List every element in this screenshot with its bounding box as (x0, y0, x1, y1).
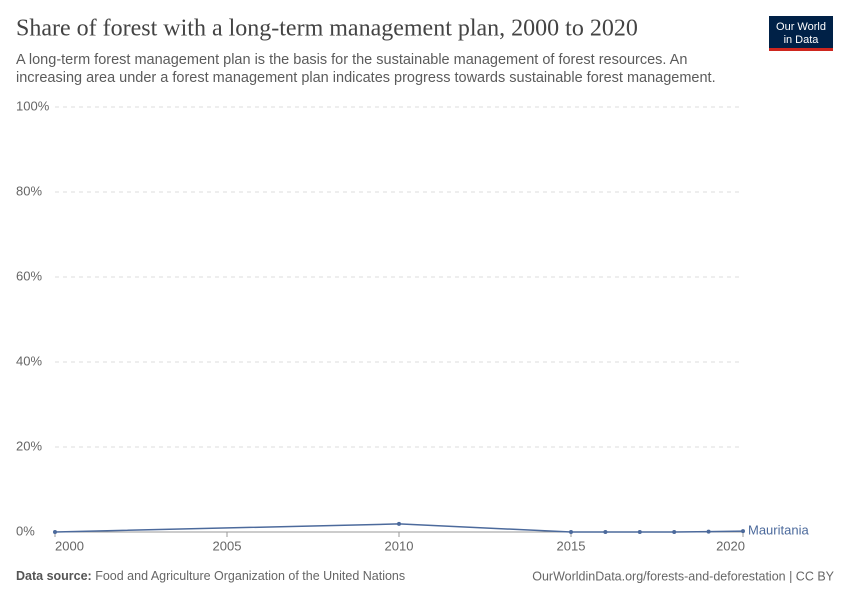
logo[interactable]: Our World in Data (769, 16, 833, 51)
y-tick-label: 60% (16, 268, 42, 283)
point (637, 530, 642, 534)
point (741, 529, 745, 534)
x-tick-label: 2005 (213, 538, 242, 553)
point (53, 530, 57, 534)
series-label: Mauritania (748, 523, 809, 538)
y-tick-label: 100% (16, 98, 50, 113)
logo-box (769, 16, 833, 50)
source-text: Food and Agriculture Organization of the… (95, 569, 405, 583)
x-tick-label: 2015 (557, 538, 586, 553)
point (603, 530, 608, 534)
license[interactable]: OurWorldinData.org/forests-and-deforesta… (532, 569, 834, 583)
x-tick-label: 2000 (55, 538, 84, 553)
y-tick-label: 20% (16, 438, 42, 453)
logo-text: Our World (776, 21, 826, 33)
point (397, 521, 401, 526)
y-tick-label: 40% (16, 353, 42, 368)
chart-title: Share of forest with a long-term managem… (16, 16, 638, 42)
source-label: Data source: (16, 569, 92, 583)
x-tick-label: 2020 (716, 538, 745, 553)
y-tick-label: 80% (16, 183, 42, 198)
point (672, 530, 677, 534)
x-tick-label: 2010 (385, 538, 414, 553)
point (569, 530, 573, 534)
series-line (54, 523, 744, 533)
logo-text: in Data (784, 34, 820, 46)
logo-bar (769, 48, 833, 51)
point (706, 529, 711, 534)
y-tick-label: 0% (16, 523, 35, 538)
subtitle: A long-term forest management plan is th… (16, 52, 687, 68)
subtitle: increasing area under a forest managemen… (16, 70, 716, 86)
source: Data source: Food and Agriculture Organi… (16, 569, 405, 583)
